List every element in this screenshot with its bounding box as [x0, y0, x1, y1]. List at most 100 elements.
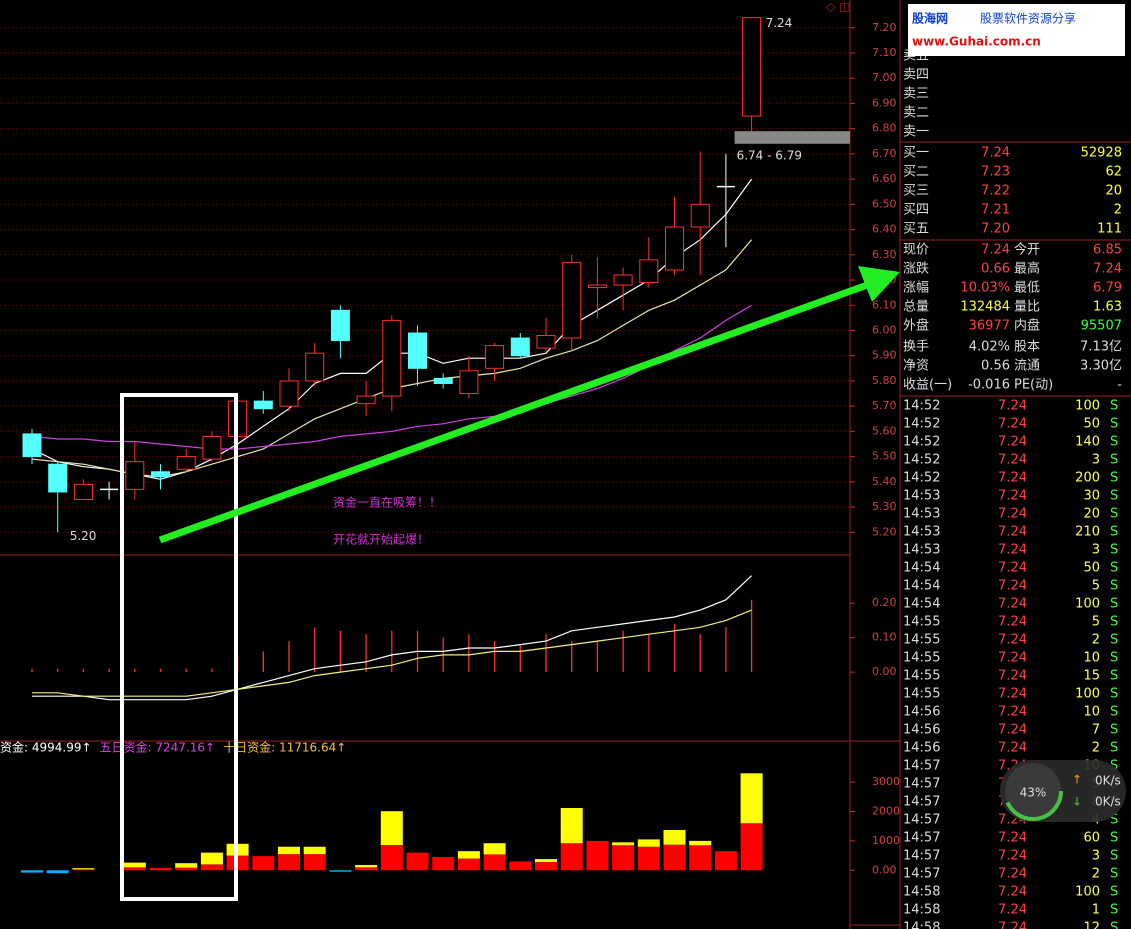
trade-time: 14:57: [903, 795, 940, 810]
trade-side: S: [1110, 705, 1118, 720]
trade-side: S: [1110, 885, 1118, 900]
trade-side: S: [1110, 471, 1118, 486]
logo-slogan: 股票软件资源分享: [980, 11, 1076, 26]
bar-segment: [457, 851, 480, 859]
candle-body: [202, 435, 222, 460]
stat-label: 涨跌: [903, 261, 929, 277]
bar-segment: [637, 846, 660, 871]
bar-segment: [355, 867, 378, 871]
trade-side: S: [1110, 651, 1118, 666]
bar-segment: [406, 852, 429, 871]
y-tick-label: 6.80: [872, 122, 897, 135]
bar-segment: [612, 842, 635, 846]
stat-label: 量比: [1014, 300, 1040, 315]
trade-time: 14:56: [903, 705, 940, 720]
speed-widget[interactable]: 43% ↑ ↓ 0K/s 0K/s: [1000, 760, 1126, 822]
stat-value: 1.63: [1093, 300, 1122, 315]
trade-side: S: [1110, 669, 1118, 684]
y-tick-label: 5.60: [872, 424, 897, 437]
y-tick-label: 5.20: [872, 525, 897, 538]
trade-price: 7.24: [998, 597, 1027, 612]
window-icon[interactable]: ◇ ◫: [826, 0, 850, 14]
candle-body: [485, 345, 505, 369]
bar-segment: [149, 867, 172, 871]
stat-value: 132484: [960, 300, 1010, 315]
trade-side: S: [1110, 921, 1118, 929]
max-label: 7.24: [766, 16, 793, 30]
trade-price: 7.24: [998, 723, 1027, 738]
highlight-box: [120, 393, 238, 901]
trade-time: 14:55: [903, 633, 940, 648]
trade-volume: 100: [1075, 597, 1100, 612]
y-tick-label: 6.30: [872, 248, 897, 261]
trade-volume: 140: [1075, 435, 1100, 450]
trade-volume: 100: [1075, 687, 1100, 702]
trade-volume: 3: [1092, 543, 1100, 558]
buy-price: 7.22: [981, 184, 1010, 199]
trade-volume: 2: [1092, 741, 1100, 756]
stat-label: 内盘: [1014, 318, 1040, 334]
trade-price: 7.24: [998, 471, 1027, 486]
bar-segment: [663, 830, 686, 845]
stat-label: 股本: [1014, 340, 1040, 355]
bar-segment: [175, 867, 198, 871]
candle-body: [459, 370, 479, 395]
y-tick-label: 0.00: [872, 665, 897, 678]
stat-label: 总量: [903, 300, 929, 315]
sell-label: 卖四: [903, 68, 929, 83]
trade-price: 7.24: [998, 543, 1027, 558]
candle-body: [665, 226, 684, 271]
trade-volume: 210: [1075, 525, 1100, 540]
bar-segment: [689, 840, 712, 846]
trade-time: 14:56: [903, 741, 940, 756]
trade-time: 14:57: [903, 867, 940, 882]
candle-body: [536, 335, 556, 349]
trade-side: S: [1110, 561, 1118, 576]
trade-volume: 3: [1092, 453, 1100, 468]
buy-label: 买五: [903, 222, 929, 237]
stat-label: 最高: [1014, 261, 1040, 277]
bar-segment: [200, 852, 223, 865]
candle-body: [510, 337, 530, 357]
bar-segment: [278, 846, 300, 855]
bar-segment: [740, 823, 763, 871]
candle-body: [639, 259, 659, 284]
trade-price: 7.24: [998, 903, 1027, 918]
arrow: [158, 280, 872, 544]
trade-price: 7.24: [998, 669, 1027, 684]
trade-price: 7.24: [998, 849, 1027, 864]
candle-body: [151, 471, 170, 478]
bar-segment: [21, 870, 43, 873]
trade-time: 14:55: [903, 651, 940, 666]
bar-segment: [483, 854, 506, 871]
trade-price: 7.24: [998, 921, 1027, 929]
trade-time: 14:58: [903, 903, 940, 918]
y-tick-label: 5.30: [872, 500, 897, 513]
trade-price: 7.24: [998, 867, 1027, 882]
bar-segment: [560, 843, 583, 871]
candle-body: [125, 461, 145, 490]
trade-price: 7.24: [998, 435, 1027, 450]
bar-segment: [637, 839, 660, 847]
trade-price: 7.24: [998, 489, 1027, 504]
trade-volume: 50: [1083, 417, 1100, 432]
candle-body: [742, 17, 762, 117]
trade-side: S: [1110, 633, 1118, 648]
trade-volume: 7: [1092, 723, 1100, 738]
trade-time: 14:55: [903, 669, 940, 684]
y-tick-label: 6.10: [872, 298, 897, 311]
y-tick-label: 2000: [872, 805, 900, 818]
candle-body: [433, 377, 453, 384]
bar-segment: [509, 861, 532, 871]
annotation: 开花就开始起爆！: [333, 532, 429, 547]
trade-volume: 100: [1075, 885, 1100, 900]
trade-time: 14:58: [903, 921, 940, 929]
trade-side: S: [1110, 813, 1118, 828]
trade-price: 7.24: [998, 507, 1027, 522]
trade-side: S: [1110, 687, 1118, 702]
trade-time: 14:52: [903, 417, 940, 432]
candle-body: [382, 319, 402, 397]
y-tick-label: 6.70: [872, 147, 897, 160]
y-tick-label: 6.60: [872, 172, 897, 185]
